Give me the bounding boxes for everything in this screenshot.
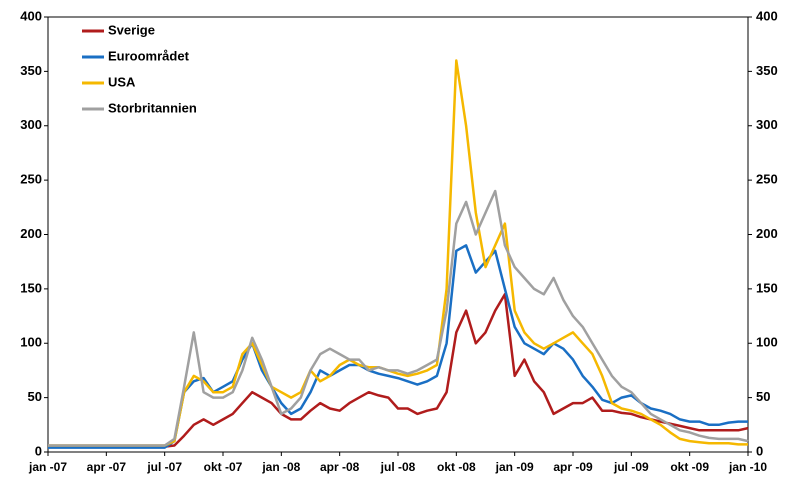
y2-tick-label: 400	[756, 8, 778, 23]
y2-tick-label: 0	[756, 443, 763, 458]
y-tick-label: 100	[20, 335, 42, 350]
x-tick-label: jul -08	[380, 460, 416, 474]
series-line	[48, 59, 748, 447]
y2-tick-label: 100	[756, 335, 778, 350]
y-tick-label: 0	[35, 443, 42, 458]
x-tick-label: apr -07	[87, 460, 127, 474]
y2-tick-label: 250	[756, 172, 778, 187]
x-tick-label: jul -09	[613, 460, 649, 474]
x-tick-label: jan -10	[728, 460, 767, 474]
y2-tick-label: 350	[756, 63, 778, 78]
y-tick-label: 50	[28, 389, 42, 404]
x-tick-label: jan -08	[261, 460, 300, 474]
series-line	[48, 189, 749, 447]
y-tick-label: 300	[20, 117, 42, 132]
plot-frame	[47, 16, 749, 453]
legend-label: USA	[108, 74, 136, 89]
legend-label: Sverige	[108, 22, 155, 37]
x-tick-label: okt -08	[437, 460, 476, 474]
x-tick-label: jan -09	[495, 460, 534, 474]
legend-label: Storbritannien	[108, 100, 197, 115]
y-tick-label: 350	[20, 63, 42, 78]
x-tick-label: okt -07	[204, 460, 243, 474]
y2-tick-label: 200	[756, 226, 778, 241]
y-tick-label: 250	[20, 172, 42, 187]
x-tick-label: jan -07	[28, 460, 67, 474]
y2-tick-label: 150	[756, 280, 778, 295]
y2-tick-label: 50	[756, 389, 770, 404]
x-tick-label: apr -09	[553, 460, 593, 474]
x-tick-label: apr -08	[320, 460, 360, 474]
y-tick-label: 200	[20, 226, 42, 241]
y-tick-label: 400	[20, 8, 42, 23]
series-line	[48, 244, 748, 449]
y2-tick-label: 300	[756, 117, 778, 132]
x-tick-label: jul -07	[146, 460, 182, 474]
legend-label: Euroområdet	[108, 48, 190, 63]
x-tick-label: okt -09	[670, 460, 709, 474]
y-tick-label: 150	[20, 280, 42, 295]
